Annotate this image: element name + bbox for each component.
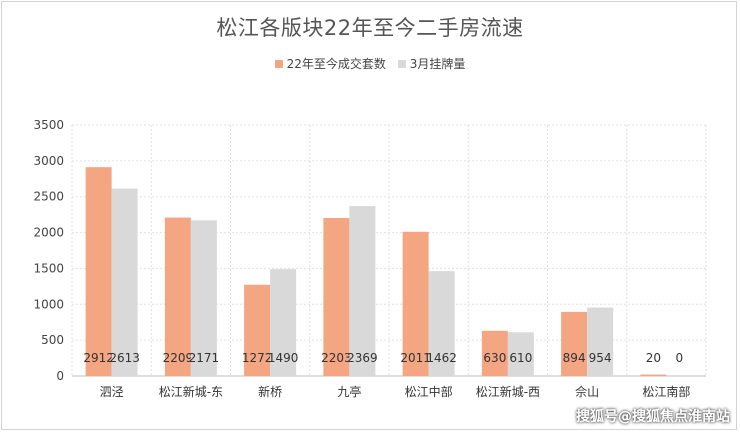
legend-swatch-series-1: [274, 59, 283, 68]
data-label-series-2: 610: [509, 351, 532, 365]
x-category-label: 松江南部: [642, 384, 690, 399]
x-category-label: 新桥: [258, 384, 282, 399]
bar-series-2: [428, 271, 455, 376]
bar-series-1: [244, 284, 271, 376]
x-category-label: 佘山: [575, 384, 599, 399]
data-label-series-2: 1490: [268, 351, 299, 365]
y-tick-label: 3000: [33, 154, 64, 168]
data-label-series-2: 2369: [347, 351, 378, 365]
bar-series-2: [349, 206, 376, 376]
data-label-series-1: 2209: [163, 351, 194, 365]
bar-series-1: [481, 330, 508, 376]
data-label-series-1: 2203: [321, 351, 352, 365]
x-category-label: 松江新城-西: [476, 384, 540, 399]
x-category-label: 九亭: [337, 384, 361, 399]
y-tick-label: 2000: [33, 226, 64, 240]
data-label-series-2: 2171: [189, 351, 220, 365]
bar-series-1: [164, 217, 191, 376]
bar-series-1: [323, 218, 350, 376]
x-category-label: 松江中部: [405, 384, 453, 399]
data-label-series-1: 1272: [242, 351, 273, 365]
y-tick-label: 2500: [33, 190, 64, 204]
data-label-series-1: 894: [563, 351, 586, 365]
bar-series-1: [561, 311, 588, 376]
bar-series-2: [270, 269, 297, 376]
bar-series-2: [190, 220, 217, 376]
y-tick-label: 3500: [33, 118, 64, 132]
bar-series-1: [640, 374, 667, 376]
y-tick-label: 1500: [33, 261, 64, 275]
bar-series-2: [587, 307, 614, 376]
data-label-series-1: 20: [646, 351, 661, 365]
y-tick-label: 0: [56, 369, 64, 383]
legend-item-series-2: 3月挂牌量: [397, 55, 466, 72]
legend-item-series-1: 22年至今成交套数: [274, 55, 386, 72]
legend-label-series-1: 22年至今成交套数: [286, 57, 386, 71]
x-category-label: 松江新城-东: [159, 384, 223, 399]
bar-series-2: [507, 332, 534, 376]
watermark: 搜狐号@搜狐焦点淮南站: [576, 409, 730, 425]
data-label-series-2: 0: [676, 351, 684, 365]
data-label-series-2: 1462: [426, 351, 457, 365]
bar-series-2: [111, 188, 138, 376]
legend-label-series-2: 3月挂牌量: [409, 57, 466, 71]
legend-swatch-series-2: [397, 59, 406, 68]
data-label-series-2: 2613: [109, 351, 140, 365]
chart-legend: 22年至今成交套数 3月挂牌量: [0, 55, 740, 72]
data-label-series-1: 2912: [83, 351, 114, 365]
bar-series-1: [402, 231, 429, 376]
x-category-label: 泗泾: [100, 385, 124, 399]
data-label-series-1: 630: [483, 351, 506, 365]
y-tick-label: 1000: [33, 297, 64, 311]
data-label-series-1: 2011: [400, 351, 431, 365]
chart-title: 松江各版块22年至今二手房流速: [216, 16, 524, 40]
y-tick-label: 500: [41, 333, 64, 347]
data-label-series-2: 954: [589, 351, 612, 365]
bar-series-1: [85, 167, 112, 376]
